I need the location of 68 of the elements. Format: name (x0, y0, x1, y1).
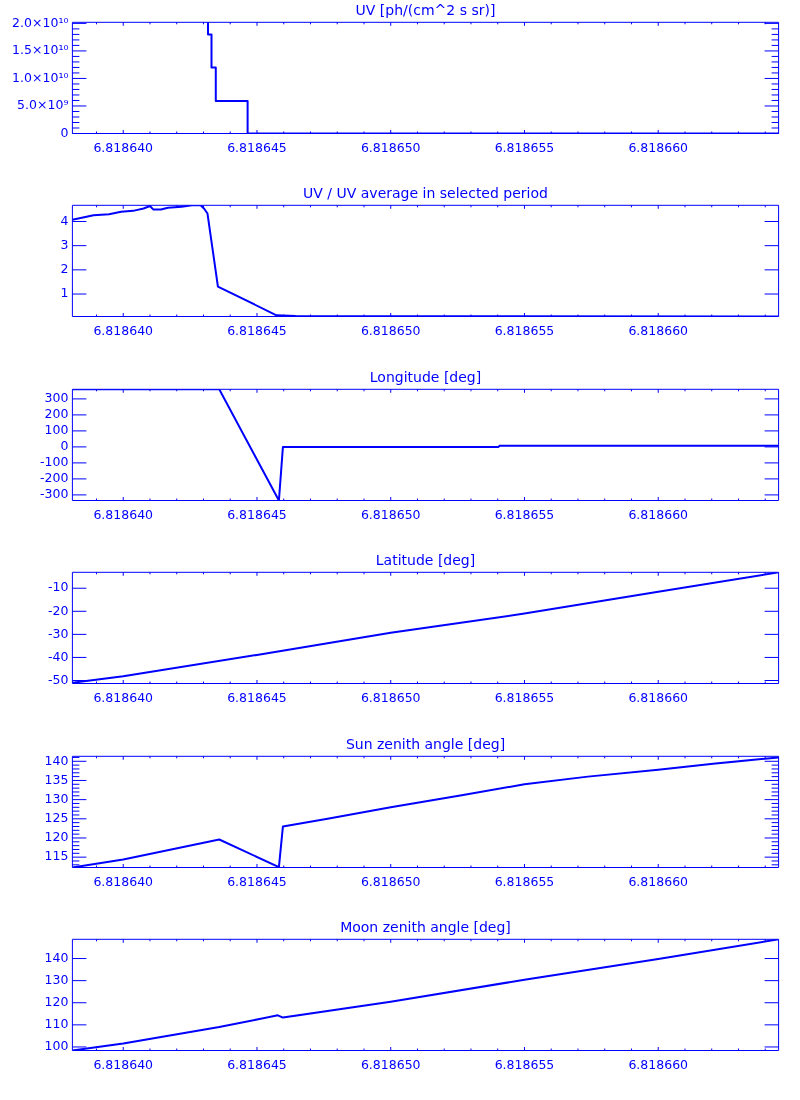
y-tick-label: 100 (44, 421, 69, 437)
x-tick-label: 6.818660 (628, 873, 689, 889)
y-tick-label: 120 (44, 994, 69, 1009)
x-tick-label: 6.818660 (628, 140, 689, 156)
x-tick-label: 6.818645 (227, 873, 287, 889)
x-tick-label: 6.818655 (494, 1057, 555, 1073)
x-tick-label: 6.818655 (494, 873, 555, 889)
x-tick-label: 6.818640 (93, 690, 154, 706)
chart-title: UV / UV average in selected period (303, 185, 548, 202)
x-tick-label: 6.818645 (227, 690, 287, 706)
y-tick-label: -300 (40, 485, 69, 501)
x-tick-label: 6.818655 (494, 140, 555, 156)
x-tick-label: 6.818655 (494, 690, 555, 706)
chart-title: Sun zenith angle [deg] (345, 735, 506, 752)
x-tick-label: 6.818660 (628, 323, 689, 339)
y-tick-label: 0 (60, 124, 69, 140)
x-tick-label: 6.818655 (494, 507, 555, 523)
x-tick-label: 6.818650 (360, 140, 421, 156)
x-tick-label: 6.818640 (93, 323, 154, 339)
x-tick-label: 6.818640 (93, 873, 154, 889)
y-tick-label: 140 (44, 949, 69, 965)
x-tick-label: 6.818650 (360, 1057, 421, 1073)
y-tick-label: -200 (40, 469, 69, 485)
y-tick-label: 200 (44, 405, 69, 421)
y-tick-label: -10 (47, 579, 69, 595)
x-tick-label: 6.818645 (227, 1057, 287, 1073)
x-tick-label: 6.818660 (628, 507, 689, 523)
y-tick-label: 300 (44, 389, 69, 405)
y-tick-label: 125 (44, 809, 69, 825)
chart-title: UV [ph/(cm^2 s sr)] (355, 1, 496, 18)
y-tick-label: 0 (60, 437, 69, 453)
x-tick-label: 6.818645 (227, 323, 287, 339)
y-tick-label: 2 (60, 261, 69, 277)
y-tick-label: 1 (60, 285, 69, 301)
x-tick-label: 6.818640 (93, 140, 154, 156)
x-tick-label: 6.818645 (227, 140, 287, 156)
chart-title: Longitude [deg] (369, 368, 482, 385)
y-tick-label: 115 (44, 847, 69, 863)
y-tick-label: 140 (44, 752, 69, 768)
y-tick-label: -50 (47, 671, 69, 687)
y-tick-label: 100 (44, 1038, 69, 1054)
y-tick-label: 1.5×10¹⁰ (12, 42, 69, 58)
y-tick-label: 1.0×10¹⁰ (12, 69, 69, 85)
y-tick-label: 3 (60, 237, 69, 253)
y-tick-label: 4 (60, 213, 69, 229)
y-tick-label: 120 (44, 828, 69, 844)
y-tick-label: -30 (47, 625, 69, 641)
y-tick-label: -100 (40, 453, 69, 469)
x-tick-label: 6.818650 (360, 323, 421, 339)
y-tick-label: 110 (44, 1016, 69, 1032)
x-tick-label: 6.818650 (360, 507, 421, 523)
y-tick-label: 2.0×10¹⁰ (12, 14, 69, 30)
x-tick-label: 6.818655 (494, 323, 555, 339)
x-tick-label: 6.818640 (93, 507, 154, 523)
y-tick-label: 130 (44, 790, 69, 806)
x-tick-label: 6.818640 (93, 1057, 154, 1073)
x-tick-label: 6.818660 (628, 1057, 689, 1073)
y-tick-label: 130 (44, 971, 69, 987)
y-tick-label: 5.0×10⁹ (17, 97, 69, 113)
x-tick-label: 6.818645 (227, 507, 287, 523)
x-tick-label: 6.818650 (360, 690, 421, 706)
chart-title: Latitude [deg] (375, 552, 476, 569)
y-tick-label: -40 (47, 648, 69, 664)
x-tick-label: 6.818650 (360, 873, 421, 889)
x-tick-label: 6.818660 (628, 690, 689, 706)
y-tick-label: -20 (47, 602, 69, 618)
chart-title: Moon zenith angle [deg] (340, 918, 511, 935)
y-tick-label: 135 (44, 771, 69, 787)
